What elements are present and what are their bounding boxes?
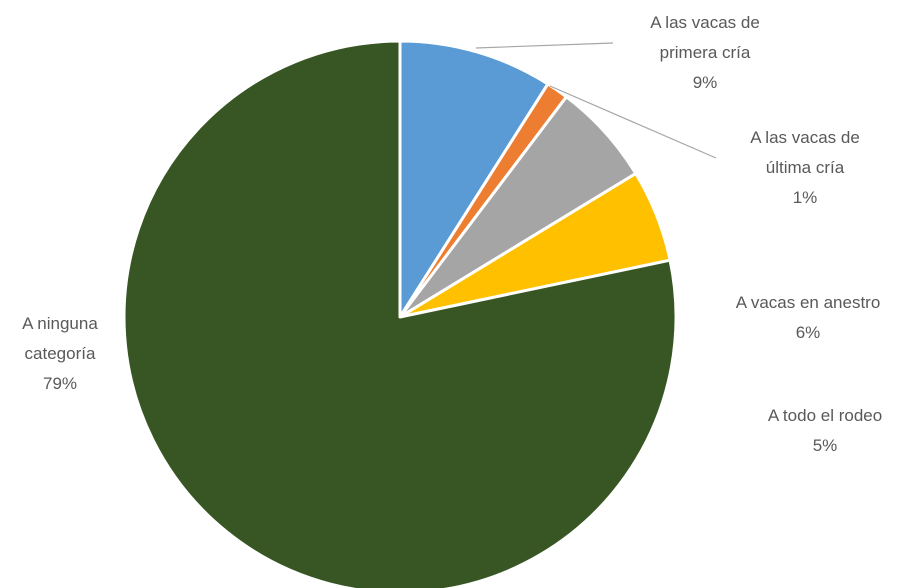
- pie-slice-4: [122, 39, 678, 588]
- slice-label-line: A ninguna: [22, 314, 98, 333]
- leader-line-ultima-cria: [549, 85, 717, 159]
- slice-value-label: 79%: [43, 374, 77, 393]
- slice-label-line: A las vacas de: [750, 128, 860, 147]
- pie-slices: [122, 39, 678, 588]
- leader-line-primera-cria: [475, 42, 614, 49]
- slice-label-line: categoría: [25, 344, 96, 363]
- slice-label-line: última cría: [766, 158, 845, 177]
- slice-label-line: primera cría: [660, 43, 751, 62]
- slice-value-label: 9%: [693, 73, 718, 92]
- slice-labels: A las vacas de primera cría 9% A las vac…: [22, 13, 882, 455]
- leader-lines: [475, 42, 717, 159]
- slice-label-line: A todo el rodeo: [768, 406, 882, 425]
- slice-label-line: A vacas en anestro: [736, 293, 881, 312]
- slice-label-line: A las vacas de: [650, 13, 760, 32]
- pie-slice-0: [398, 39, 550, 319]
- slice-value-label: 1%: [793, 188, 818, 207]
- slice-value-label: 6%: [796, 323, 821, 342]
- slice-value-label: 5%: [813, 436, 838, 455]
